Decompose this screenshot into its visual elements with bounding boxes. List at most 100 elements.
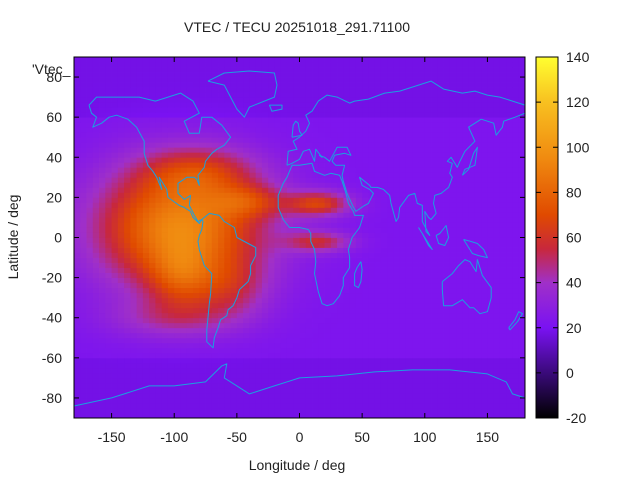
heatmap-cell: [236, 357, 244, 364]
heatmap-cell: [199, 117, 206, 123]
heatmap-cell: [255, 77, 263, 83]
heatmap-cell: [330, 267, 338, 273]
heatmap-cell: [99, 392, 106, 399]
heatmap-cell: [142, 152, 150, 158]
heatmap-cell: [443, 292, 451, 299]
heatmap-cell: [149, 152, 156, 158]
heatmap-cell: [380, 287, 388, 294]
heatmap-cell: [431, 172, 438, 178]
heatmap-cell: [80, 272, 87, 279]
heatmap-cell: [337, 57, 344, 63]
heatmap-cell: [399, 122, 407, 128]
heatmap-cell: [474, 147, 482, 153]
heatmap-cell: [337, 302, 344, 309]
heatmap-cell: [236, 102, 244, 108]
heatmap-cell: [374, 207, 382, 213]
heatmap-cell: [161, 322, 169, 329]
heatmap-cell: [74, 412, 81, 419]
heatmap-cell: [293, 222, 300, 228]
heatmap-cell: [312, 82, 319, 88]
heatmap-cell: [506, 302, 513, 309]
heatmap-cell: [199, 177, 206, 183]
heatmap-cell: [105, 187, 112, 193]
heatmap-cell: [193, 282, 200, 289]
heatmap-cell: [437, 117, 444, 123]
heatmap-cell: [124, 202, 131, 208]
heatmap-cell: [487, 362, 495, 369]
heatmap-cell: [387, 287, 394, 294]
heatmap-cell: [368, 202, 376, 208]
heatmap-cell: [437, 207, 444, 213]
heatmap-cell: [130, 327, 138, 334]
heatmap-cell: [481, 92, 488, 98]
heatmap-cell: [418, 177, 426, 183]
heatmap-cell: [130, 342, 138, 349]
heatmap-cell: [343, 147, 351, 153]
heatmap-cell: [368, 67, 376, 73]
heatmap-cell: [493, 292, 501, 299]
heatmap-cell: [167, 217, 175, 223]
heatmap-cell: [117, 407, 125, 414]
heatmap-cell: [449, 237, 457, 243]
heatmap-cell: [312, 407, 319, 414]
heatmap-cell: [218, 277, 225, 284]
heatmap-cell: [368, 317, 376, 324]
heatmap-cell: [161, 227, 169, 233]
heatmap-cell: [462, 97, 470, 103]
heatmap-cell: [261, 162, 269, 168]
heatmap-cell: [305, 267, 313, 273]
heatmap-cell: [499, 257, 507, 263]
heatmap-cell: [243, 227, 250, 233]
heatmap-cell: [92, 377, 100, 384]
heatmap-cell: [487, 382, 495, 389]
heatmap-cell: [393, 287, 401, 294]
heatmap-cell: [167, 137, 175, 143]
heatmap-cell: [255, 57, 263, 63]
heatmap-cell: [487, 412, 495, 419]
heatmap-cell: [368, 282, 376, 289]
heatmap-cell: [117, 242, 125, 248]
heatmap-cell: [149, 252, 156, 258]
heatmap-cell: [312, 352, 319, 359]
heatmap-cell: [305, 377, 313, 384]
heatmap-cell: [293, 367, 300, 374]
heatmap-cell: [399, 307, 407, 314]
heatmap-cell: [174, 377, 181, 384]
heatmap-cell: [462, 342, 470, 349]
heatmap-cell: [193, 102, 200, 108]
heatmap-cell: [105, 72, 112, 78]
heatmap-cell: [261, 177, 269, 183]
heatmap-cell: [443, 312, 451, 319]
heatmap-cell: [174, 412, 181, 419]
heatmap-cell: [274, 317, 282, 324]
heatmap-cell: [399, 142, 407, 148]
heatmap-cell: [474, 107, 482, 113]
heatmap-cell: [456, 217, 463, 223]
heatmap-cell: [387, 282, 394, 289]
heatmap-cell: [449, 287, 457, 294]
heatmap-cell: [161, 352, 169, 359]
heatmap-cell: [211, 162, 219, 168]
heatmap-cell: [274, 222, 282, 228]
heatmap-cell: [74, 377, 81, 384]
heatmap-cell: [299, 297, 307, 304]
heatmap-cell: [218, 197, 225, 203]
heatmap-cell: [193, 267, 200, 273]
heatmap-cell: [230, 82, 238, 88]
heatmap-cell: [374, 232, 382, 238]
heatmap-cell: [136, 172, 144, 178]
heatmap-cell: [286, 397, 294, 404]
heatmap-cell: [474, 182, 482, 188]
heatmap-cell: [199, 92, 206, 98]
heatmap-cell: [280, 107, 288, 113]
heatmap-cell: [499, 397, 507, 404]
heatmap-cell: [193, 387, 200, 394]
heatmap-cell: [230, 277, 238, 284]
heatmap-cell: [286, 157, 294, 163]
heatmap-cell: [218, 347, 225, 354]
heatmap-cell: [286, 107, 294, 113]
heatmap-cell: [499, 367, 507, 374]
heatmap-cell: [249, 157, 257, 163]
heatmap-cell: [456, 397, 463, 404]
heatmap-cell: [424, 332, 432, 339]
